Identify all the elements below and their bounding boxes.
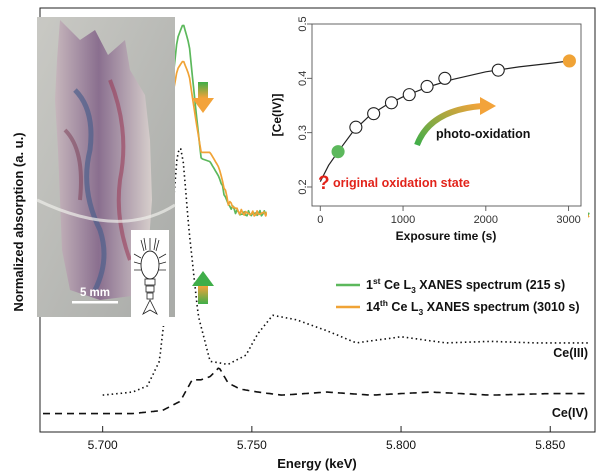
inset-data-point xyxy=(367,107,381,121)
inset-x-tick-label: 2000 xyxy=(474,214,498,226)
legend-label-last: 14th Ce L3 XANES spectrum (3010 s) xyxy=(366,298,580,317)
intensity-increase-arrow xyxy=(192,271,214,304)
inset-data-point xyxy=(349,120,363,134)
inset-plot-frame xyxy=(311,23,582,207)
inset-data-point xyxy=(420,79,434,94)
inset-y-tick-label: 0.4 xyxy=(297,71,309,86)
ce-iii-label: Ce(III) xyxy=(553,346,588,360)
inset-y-tick-label: 0.3 xyxy=(297,125,309,140)
x-tick-label: 5.750 xyxy=(237,438,267,452)
photo-oxidation-arrow xyxy=(414,97,496,147)
original-oxidation-state-label: original oxidation state xyxy=(333,176,470,190)
scale-bar-label: 5 mm xyxy=(80,287,110,299)
inset-y-tick-label: 0.5 xyxy=(297,16,309,31)
inset-data-point xyxy=(438,71,452,85)
inset-data-point xyxy=(384,96,399,110)
main-y-axis-title: Normalized absorption (a. u.) xyxy=(11,132,26,311)
inset-data-point xyxy=(402,88,416,102)
series-line-ce-iii xyxy=(102,147,589,396)
inset-x-tick-label: 1000 xyxy=(391,214,415,226)
inset-y-axis-title: [Ce(IV)] xyxy=(270,94,284,137)
inset-data-point-first xyxy=(331,145,345,159)
inset-y-tick-label: 0.2 xyxy=(297,179,309,194)
x-tick-label: 5.800 xyxy=(386,438,416,452)
shrimp-icon xyxy=(131,230,169,326)
legend: 1st Ce L3 XANES spectrum (215 s) 14th Ce… xyxy=(336,276,580,317)
scale-bar xyxy=(72,301,118,304)
inset-x-tick-label: 3000 xyxy=(556,214,580,226)
series-line-ce-iv xyxy=(43,367,589,415)
main-x-axis-title: Energy (keV) xyxy=(277,456,356,471)
x-tick-label: 5.700 xyxy=(88,438,118,452)
inset-data-point xyxy=(491,63,505,77)
ce-iv-label: Ce(IV) xyxy=(552,406,588,420)
x-tick-label: 5.850 xyxy=(535,438,565,452)
question-mark-icon: ? xyxy=(318,173,330,194)
inset-x-tick-label: 0 xyxy=(317,214,323,226)
inset-x-axis-title: Exposure time (s) xyxy=(396,229,497,243)
legend-label-first: 1st Ce L3 XANES spectrum (215 s) xyxy=(366,276,565,295)
intensity-decrease-arrow xyxy=(192,82,214,113)
inset-data-point-last xyxy=(562,54,576,68)
photo-oxidation-label: photo-oxidation xyxy=(436,127,530,141)
fossil-photo: 5 mm xyxy=(36,17,176,317)
